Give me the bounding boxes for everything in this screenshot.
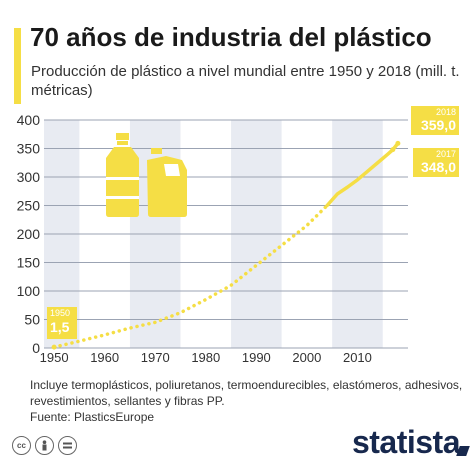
page-subtitle: Producción de plástico a nivel mundial e… — [31, 63, 460, 99]
y-tick-label-400: 400 — [17, 112, 41, 128]
chart-notes: Incluye termoplásticos, poliuretanos, te… — [30, 377, 470, 425]
data-point-1950 — [51, 344, 57, 350]
y-tick-label-100: 100 — [17, 283, 41, 299]
notes-line-1: Incluye termoplásticos, poliuretanos, te… — [30, 378, 463, 392]
y-tick-label-350: 350 — [17, 141, 41, 157]
x-tick-label-2000: 2000 — [292, 350, 321, 365]
notes-line-2: revestimientos, sellantes y fibras PP. — [30, 394, 225, 408]
x-axis-ticks: 1950 1960 1970 1980 1990 2000 2010 — [40, 350, 372, 365]
x-tick-label-2010: 2010 — [343, 350, 372, 365]
x-tick-label-1950: 1950 — [40, 350, 69, 365]
page-title: 70 años de industria del plástico — [30, 22, 432, 52]
annotation-box-2017 — [413, 148, 459, 177]
y-tick-label-50: 50 — [24, 312, 40, 328]
title-accent-bar — [14, 28, 21, 104]
annotation-value-2018: 359,0 — [421, 117, 456, 133]
x-tick-label-1960: 1960 — [90, 350, 119, 365]
x-tick-label-1970: 1970 — [141, 350, 170, 365]
y-axis-ticks: 0 50 100 150 200 250 300 350 400 — [17, 112, 41, 356]
cc-icon[interactable]: cc — [12, 436, 31, 455]
jerrycan-icon — [147, 148, 187, 217]
y-tick-label-150: 150 — [17, 255, 41, 271]
y-tick-label-200: 200 — [17, 226, 41, 242]
data-point-2017 — [390, 147, 396, 153]
annotation-year-2017: 2017 — [436, 149, 456, 159]
gridlines — [44, 119, 408, 349]
source-note: Fuente: PlasticsEurope — [30, 410, 155, 424]
license-icons: cc — [12, 436, 77, 455]
y-tick-label-300: 300 — [17, 169, 41, 185]
series-line-dotted — [52, 203, 329, 349]
equal-icon[interactable] — [58, 436, 77, 455]
bottle-icon — [106, 133, 139, 217]
y-tick-label-250: 250 — [17, 198, 41, 214]
x-tick-label-1990: 1990 — [242, 350, 271, 365]
annotation-year-2018: 2018 — [436, 107, 456, 117]
annotation-value-2017: 348,0 — [421, 159, 456, 175]
annotation-box-2018 — [411, 106, 459, 135]
annotation-year-1950: 1950 — [50, 308, 70, 318]
x-tick-label-1980: 1980 — [191, 350, 220, 365]
statista-logo[interactable]: statista — [351, 424, 461, 460]
plastic-bottles-illustration — [106, 133, 187, 217]
annotation-value-1950: 1,5 — [50, 319, 70, 335]
person-icon[interactable] — [35, 436, 54, 455]
y-tick-label-0: 0 — [32, 340, 40, 356]
data-point-2018 — [395, 140, 401, 146]
annotation-box-1950 — [47, 307, 77, 339]
